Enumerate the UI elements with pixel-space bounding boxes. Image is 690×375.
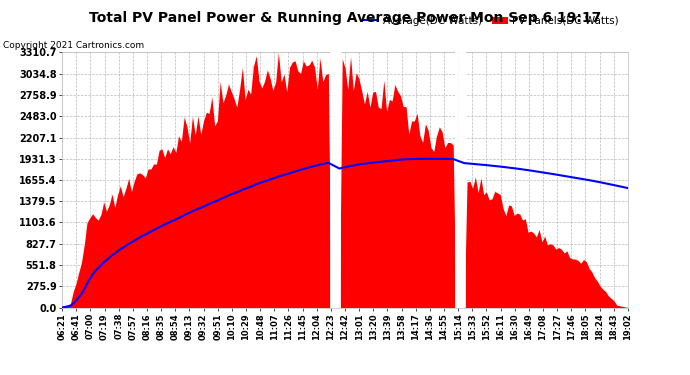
Text: Total PV Panel Power & Running Average Power Mon Sep 6 19:17: Total PV Panel Power & Running Average P… <box>89 11 601 25</box>
Text: Copyright 2021 Cartronics.com: Copyright 2021 Cartronics.com <box>3 41 145 50</box>
Legend: Average(DC Watts), PV Panels(DC Watts): Average(DC Watts), PV Panels(DC Watts) <box>359 12 622 30</box>
